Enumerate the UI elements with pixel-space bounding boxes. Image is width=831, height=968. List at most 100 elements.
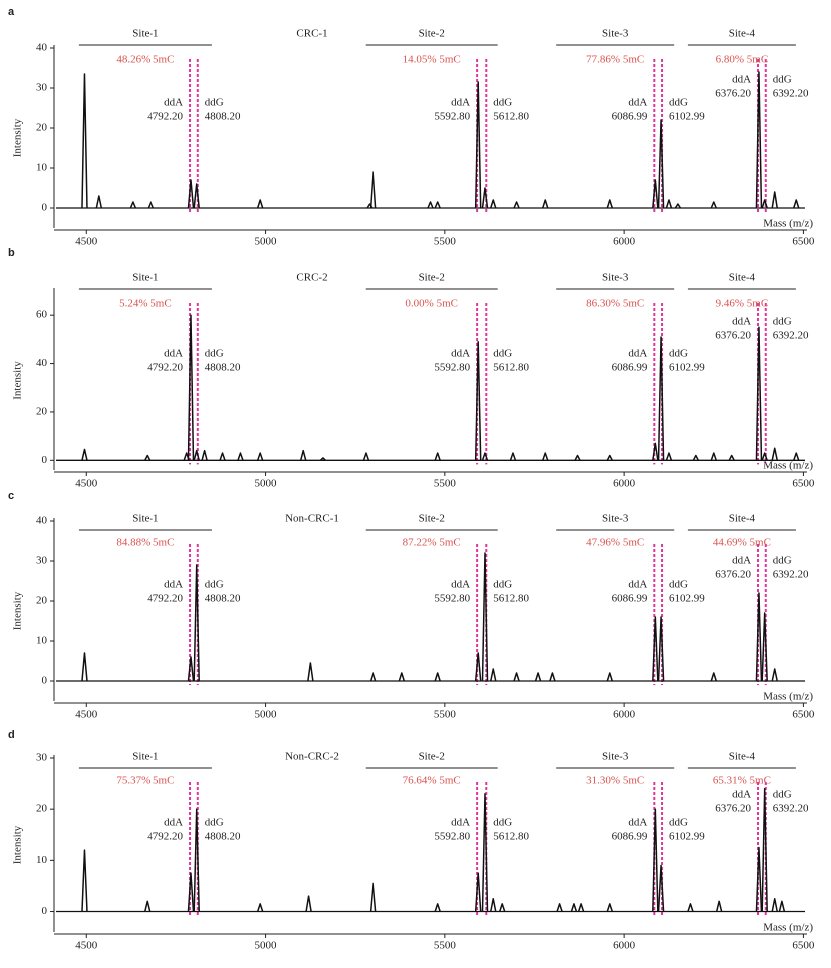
site-name: Site-1 bbox=[132, 513, 158, 525]
site-name: Site-1 bbox=[132, 28, 158, 40]
methylation-percent: 87.22% 5mC bbox=[403, 537, 461, 549]
y-tick-label: 40 bbox=[36, 515, 48, 527]
peak bbox=[778, 900, 786, 912]
methylation-percent: 75.37% 5mC bbox=[116, 775, 174, 787]
peak bbox=[369, 882, 377, 912]
ddg-label: ddG bbox=[205, 348, 224, 360]
site-name: Site-4 bbox=[729, 28, 756, 40]
y-tick-label: 40 bbox=[36, 357, 48, 369]
y-tick-label: 20 bbox=[36, 122, 48, 134]
ddg-mass: 6392.20 bbox=[773, 330, 809, 342]
ddg-mass: 4808.20 bbox=[205, 831, 241, 843]
dda-label: ddA bbox=[628, 97, 647, 109]
ddg-label: ddG bbox=[773, 555, 792, 567]
peak bbox=[307, 662, 314, 682]
y-tick-label: 40 bbox=[36, 42, 48, 54]
peak bbox=[474, 81, 482, 209]
dda-mass: 6376.20 bbox=[715, 803, 751, 815]
peak bbox=[570, 903, 578, 912]
dda-label: ddA bbox=[451, 579, 470, 591]
ddg-label: ddG bbox=[773, 74, 792, 86]
peak bbox=[369, 171, 377, 209]
peak bbox=[710, 672, 717, 682]
dda-mass: 4792.20 bbox=[147, 362, 183, 374]
dda-mass: 5592.80 bbox=[434, 831, 470, 843]
peak bbox=[434, 672, 441, 682]
peak bbox=[509, 452, 517, 461]
peak bbox=[81, 849, 88, 912]
peak bbox=[542, 452, 549, 461]
peak bbox=[81, 73, 88, 209]
site-name: Site-2 bbox=[419, 272, 445, 284]
dda-mass: 6086.99 bbox=[612, 593, 648, 605]
dda-mass: 6376.20 bbox=[715, 88, 751, 100]
methylation-percent: 77.86% 5mC bbox=[586, 54, 644, 66]
peak bbox=[755, 592, 763, 682]
methylation-percent: 47.96% 5mC bbox=[586, 537, 644, 549]
x-tick-label: 6000 bbox=[613, 478, 636, 490]
peak bbox=[665, 452, 673, 461]
y-tick-label: 20 bbox=[36, 803, 48, 815]
peak bbox=[606, 672, 614, 682]
x-tick-label: 5000 bbox=[255, 940, 278, 952]
ddg-label: ddG bbox=[669, 97, 688, 109]
dda-label: ddA bbox=[164, 579, 183, 591]
methylation-percent: 31.30% 5mC bbox=[586, 775, 644, 787]
methylation-percent: 76.64% 5mC bbox=[403, 775, 461, 787]
peak bbox=[657, 336, 665, 461]
y-tick-label: 30 bbox=[36, 752, 48, 764]
peak bbox=[256, 199, 264, 209]
x-tick-label: 5000 bbox=[255, 236, 278, 248]
x-tick-label: 5500 bbox=[434, 236, 457, 248]
dda-label: ddA bbox=[628, 817, 647, 829]
y-tick-label: 0 bbox=[42, 202, 48, 214]
dda-label: ddA bbox=[628, 348, 647, 360]
ddg-label: ddG bbox=[669, 579, 688, 591]
peak bbox=[481, 793, 489, 912]
ddg-label: ddG bbox=[773, 316, 792, 328]
x-axis-label: Mass (m/z) bbox=[763, 218, 813, 230]
dda-label: ddA bbox=[451, 348, 470, 360]
methylation-percent: 84.88% 5mC bbox=[116, 537, 174, 549]
panel-title: Non-CRC-1 bbox=[285, 513, 339, 525]
y-tick-label: 10 bbox=[36, 162, 48, 174]
ddg-mass: 4808.20 bbox=[205, 593, 241, 605]
peak bbox=[499, 903, 506, 912]
methylation-percent: 6.80% 5mC bbox=[716, 54, 769, 66]
dda-mass: 5592.80 bbox=[434, 593, 470, 605]
peak bbox=[674, 203, 682, 209]
peak bbox=[657, 864, 665, 912]
peak bbox=[319, 457, 326, 461]
site-name: Site-4 bbox=[729, 272, 756, 284]
ddg-label: ddG bbox=[773, 789, 792, 801]
ddg-label: ddG bbox=[669, 348, 688, 360]
peak bbox=[771, 447, 778, 461]
peak bbox=[474, 872, 482, 912]
peak bbox=[427, 201, 434, 209]
peak bbox=[710, 201, 717, 209]
x-tick-label: 6500 bbox=[792, 236, 815, 248]
ddg-mass: 6102.99 bbox=[669, 111, 705, 123]
ddg-mass: 6102.99 bbox=[669, 362, 705, 374]
peak bbox=[755, 71, 763, 209]
y-axis-label: Intensity bbox=[12, 361, 24, 400]
peak bbox=[434, 201, 441, 209]
dda-label: ddA bbox=[732, 74, 751, 86]
dda-mass: 6376.20 bbox=[715, 330, 751, 342]
methylation-percent: 14.05% 5mC bbox=[403, 54, 461, 66]
peak bbox=[193, 449, 200, 461]
ddg-label: ddG bbox=[205, 817, 224, 829]
peak bbox=[793, 199, 800, 209]
ddg-mass: 5612.80 bbox=[493, 111, 529, 123]
peak bbox=[606, 454, 613, 461]
peak bbox=[144, 454, 151, 461]
x-tick-label: 6500 bbox=[792, 478, 815, 490]
x-tick-label: 5500 bbox=[434, 940, 457, 952]
y-axis-label: Intensity bbox=[12, 118, 24, 157]
peak bbox=[305, 895, 312, 912]
x-tick-label: 6000 bbox=[613, 940, 636, 952]
dda-label: ddA bbox=[732, 789, 751, 801]
peak bbox=[299, 449, 307, 461]
peak bbox=[434, 903, 441, 912]
x-tick-label: 4500 bbox=[75, 236, 98, 248]
